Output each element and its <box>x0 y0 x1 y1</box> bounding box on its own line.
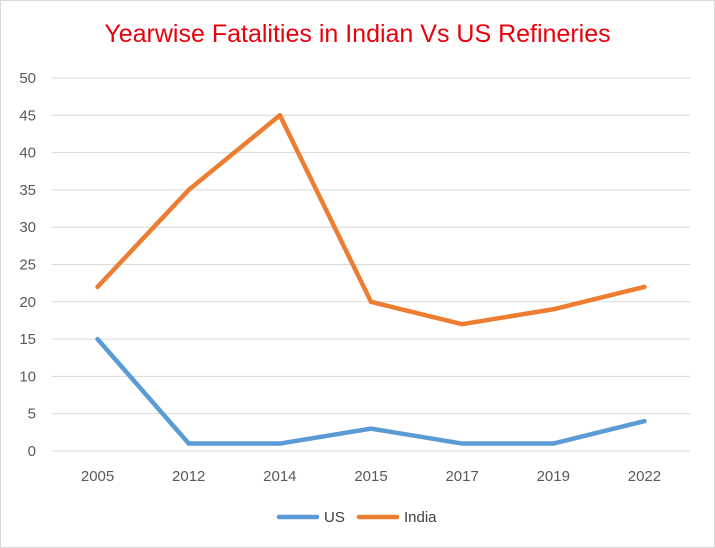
chart-title: Yearwise Fatalities in Indian Vs US Refi… <box>104 20 611 48</box>
y-tick-label: 0 <box>28 443 36 460</box>
data-point-us <box>277 441 283 446</box>
data-point-us <box>95 336 100 342</box>
data-point-india <box>551 307 556 312</box>
y-tick-label: 20 <box>19 294 36 311</box>
y-axis-ticks: 0 5 10 15 20 25 30 35 40 45 50 <box>19 70 36 460</box>
y-tick-label: 50 <box>19 70 36 87</box>
data-point-us <box>551 441 556 446</box>
x-tick-label: 2022 <box>628 468 661 485</box>
y-tick-label: 5 <box>28 406 36 423</box>
x-tick-label: 2014 <box>263 468 296 485</box>
data-point-india <box>642 284 647 290</box>
data-point-us <box>186 441 191 446</box>
x-axis-ticks: 2005 2012 2014 2015 2017 2019 2022 <box>81 468 661 485</box>
data-point-india <box>368 299 374 304</box>
data-point-india <box>277 113 283 118</box>
x-tick-label: 2005 <box>81 468 114 485</box>
series-lines <box>95 113 647 446</box>
legend-label: US <box>324 509 345 526</box>
data-point-india <box>186 187 191 193</box>
data-point-us <box>368 426 374 431</box>
y-tick-label: 15 <box>19 331 36 348</box>
legend-item-india: India <box>356 509 437 526</box>
data-point-india <box>95 284 100 290</box>
legend-label: India <box>404 509 437 526</box>
y-tick-label: 10 <box>19 368 36 385</box>
y-tick-label: 25 <box>19 257 36 274</box>
y-tick-label: 35 <box>19 182 36 199</box>
data-point-us <box>459 441 465 446</box>
x-tick-label: 2012 <box>172 468 205 485</box>
x-tick-label: 2019 <box>537 468 570 485</box>
legend-item-us: US <box>276 509 345 526</box>
x-tick-label: 2017 <box>445 468 478 485</box>
y-tick-label: 45 <box>19 107 36 124</box>
data-point-india <box>459 321 465 327</box>
series-line-india <box>95 113 647 327</box>
legend: US India <box>276 509 437 526</box>
gridlines <box>52 77 690 452</box>
data-point-us <box>642 418 647 424</box>
x-tick-label: 2015 <box>354 468 387 485</box>
y-tick-label: 40 <box>19 145 36 162</box>
y-tick-label: 30 <box>19 219 36 236</box>
